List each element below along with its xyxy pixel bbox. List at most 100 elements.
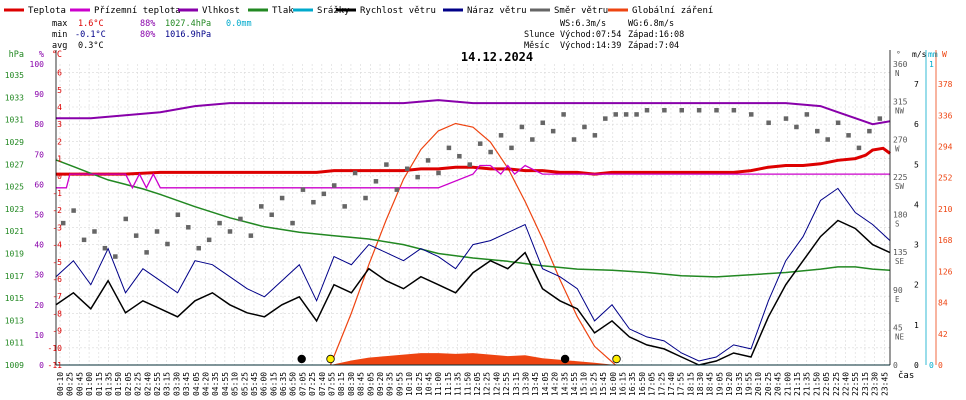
- wind-direction-point: [363, 195, 368, 201]
- tick-label: 70: [34, 150, 44, 159]
- x-tick-label: 20:25: [764, 372, 773, 396]
- wind-direction-point: [300, 187, 306, 192]
- x-tick-label: 05:45: [250, 372, 259, 396]
- radiation-area: [330, 353, 616, 365]
- x-tick-label: 21:15: [793, 372, 802, 396]
- wind-direction-point: [154, 229, 160, 234]
- tick-label: 270: [893, 135, 908, 144]
- wind-direction-point: [113, 254, 118, 259]
- x-tick-label: 02:25: [134, 372, 143, 396]
- x-tick-label: 16:35: [628, 372, 637, 396]
- wind-direction-point: [248, 233, 254, 238]
- x-tick-label: 07:05: [298, 372, 307, 396]
- wind-direction-point: [425, 158, 431, 163]
- x-tick-label: 11:00: [434, 372, 443, 396]
- wind-direction-point: [196, 245, 201, 251]
- tick-label: -5: [52, 258, 62, 267]
- wind-direction-point: [509, 145, 514, 151]
- x-tick-label: 19:20: [725, 372, 734, 396]
- x-tick-label: 04:05: [192, 372, 201, 396]
- x-tick-label: 21:00: [783, 372, 792, 396]
- tick-label: 40: [34, 241, 44, 250]
- wind-direction-point: [186, 225, 191, 230]
- axis-unit: %: [39, 50, 44, 60]
- tick-label: 4: [57, 103, 62, 112]
- tick-label: 1013: [5, 316, 24, 325]
- x-tick-label: 22:55: [851, 372, 860, 396]
- legend-label: Srážky: [317, 6, 350, 16]
- theoretical-radiation-line: [329, 122, 616, 366]
- tick-label: 84: [938, 299, 948, 308]
- x-tick-label: 21:35: [803, 372, 812, 396]
- x-tick-label: 06:50: [289, 372, 298, 396]
- tick-label: 60: [34, 180, 44, 189]
- wind-direction-point: [394, 187, 400, 192]
- x-tick-label: 11:50: [463, 372, 472, 396]
- tick-label: 1009: [5, 361, 24, 370]
- x-tick-label: 16:15: [618, 372, 627, 396]
- wind-direction-point: [227, 229, 233, 234]
- tick-label: 3: [57, 120, 62, 129]
- wind-direction-point: [342, 204, 347, 209]
- x-tick-label: 19:05: [715, 372, 724, 396]
- x-tick-label: 11:35: [454, 372, 463, 396]
- x-tick-label: 11:15: [444, 372, 453, 396]
- tick-label: SE: [895, 257, 905, 266]
- wind-direction-point: [498, 133, 504, 138]
- tick-label: 1: [929, 60, 934, 69]
- tick-label: 0: [938, 361, 943, 370]
- tick-label: -8: [52, 309, 62, 318]
- x-tick-label: 23:45: [880, 372, 889, 396]
- sunrise-marker: [326, 354, 335, 364]
- tick-label: 4: [914, 200, 919, 209]
- stat-avg-temp: 0.3°C: [78, 41, 104, 51]
- legend-label: Globální záření: [632, 6, 713, 16]
- wind-direction-point: [592, 133, 598, 138]
- x-tick-label: 14:35: [560, 372, 569, 396]
- wind-direction-point: [644, 107, 650, 113]
- x-tick-label: 01:15: [95, 372, 104, 396]
- stat-min-hum: 80%: [140, 30, 155, 40]
- x-tick-label: 10:45: [425, 372, 434, 396]
- tick-label: 1017: [5, 272, 24, 281]
- moon-set: Západ:7:04: [628, 41, 679, 51]
- x-tick-label: 12:25: [483, 372, 492, 396]
- series-line: [56, 146, 891, 176]
- x-tick-label: 20:45: [774, 372, 783, 396]
- wind-direction-point: [217, 220, 222, 226]
- wind-direction-point: [102, 245, 108, 251]
- tick-label: 1023: [5, 205, 24, 214]
- tick-label: 80: [34, 120, 44, 129]
- wind-direction-point: [352, 170, 358, 176]
- tick-label: 1021: [5, 227, 24, 236]
- tick-label: 5: [57, 86, 62, 95]
- tick-label: 1029: [5, 138, 24, 147]
- x-tick-label: 00:25: [66, 372, 75, 396]
- wind-direction-point: [321, 191, 327, 197]
- legend-label: Směr větru: [554, 6, 608, 16]
- x-tick-label: 01:35: [104, 372, 113, 396]
- x-axis-label: čas: [898, 370, 914, 381]
- sun-label: Slunce: [524, 30, 555, 40]
- sunset-marker: [612, 354, 621, 364]
- tick-label: 90: [893, 286, 903, 295]
- chart-title: 14.12.2024: [461, 50, 533, 64]
- x-tick-label: 17:40: [667, 372, 676, 396]
- moon-label: Měsíc: [524, 41, 550, 51]
- x-tick-label: 07:25: [308, 372, 317, 396]
- x-tick-label: 17:55: [677, 372, 686, 396]
- x-tick-label: 22:25: [832, 372, 841, 396]
- x-tick-label: 06:00: [260, 372, 269, 396]
- x-tick-label: 22:05: [822, 372, 831, 396]
- tick-label: 7: [914, 80, 919, 89]
- x-tick-label: 04:35: [211, 372, 220, 396]
- x-tick-label: 23:30: [871, 372, 880, 396]
- wind-direction-point: [835, 120, 841, 126]
- axis-unit: °C: [52, 50, 62, 60]
- x-tick-label: 12:55: [502, 372, 511, 396]
- x-tick-label: 12:05: [473, 372, 482, 396]
- wind-direction-point: [415, 174, 420, 180]
- wind-direction-point: [794, 124, 799, 130]
- wind-direction-point: [519, 124, 525, 130]
